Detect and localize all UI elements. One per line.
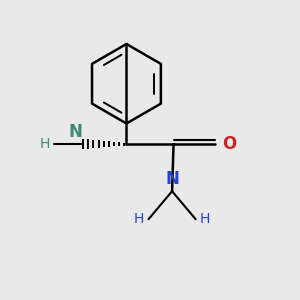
Text: H: H xyxy=(134,212,144,226)
Text: O: O xyxy=(222,135,236,153)
Text: H: H xyxy=(200,212,210,226)
Text: N: N xyxy=(68,123,82,141)
Text: H: H xyxy=(40,137,50,151)
Text: N: N xyxy=(165,170,179,188)
